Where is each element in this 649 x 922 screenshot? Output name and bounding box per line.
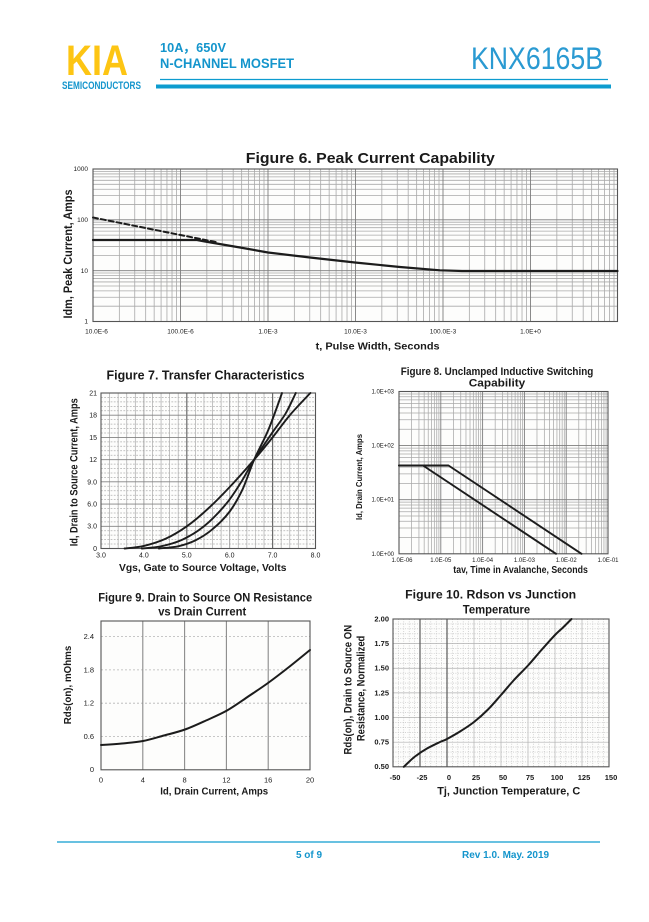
svg-text:0.50: 0.50 <box>374 762 389 771</box>
svg-text:100.0E-6: 100.0E-6 <box>167 329 194 336</box>
svg-text:1.0E-02: 1.0E-02 <box>556 558 578 564</box>
svg-text:100.0E-3: 100.0E-3 <box>430 329 457 336</box>
svg-text:2.4: 2.4 <box>84 632 94 641</box>
svg-text:1.0E-03: 1.0E-03 <box>514 558 536 564</box>
svg-text:1.0E+01: 1.0E+01 <box>371 498 394 504</box>
svg-text:3.0: 3.0 <box>87 524 97 531</box>
svg-text:Figure 9. Drain to Source ON R: Figure 9. Drain to Source ON Resistance <box>98 593 312 605</box>
svg-text:KNX6165B: KNX6165B <box>471 40 603 76</box>
svg-text:8.0: 8.0 <box>311 553 321 560</box>
svg-text:10A，650V: 10A，650V <box>160 40 226 55</box>
svg-text:1.0E-06: 1.0E-06 <box>391 558 413 564</box>
svg-text:50: 50 <box>499 773 507 782</box>
svg-text:0: 0 <box>99 776 103 785</box>
svg-text:Id, Drain to Source Current, A: Id, Drain to Source Current, Amps <box>69 398 81 546</box>
svg-text:1000: 1000 <box>74 166 89 173</box>
svg-text:10.0E-6: 10.0E-6 <box>85 329 108 336</box>
svg-text:vs Drain Current: vs Drain Current <box>158 607 246 619</box>
svg-text:3.0: 3.0 <box>96 553 106 560</box>
svg-text:7.0: 7.0 <box>268 553 278 560</box>
svg-text:Vgs, Gate to Source Voltage, V: Vgs, Gate to Source Voltage, Volts <box>119 562 287 574</box>
svg-text:75: 75 <box>526 773 534 782</box>
svg-text:21: 21 <box>89 390 97 397</box>
svg-text:Temperature: Temperature <box>463 603 531 617</box>
svg-text:10: 10 <box>81 268 89 275</box>
svg-text:tav, Time in Avalanche, Second: tav, Time in Avalanche, Seconds <box>453 565 588 576</box>
svg-text:Rds(on), Drain to Source ON: Rds(on), Drain to Source ON <box>342 625 354 755</box>
svg-text:10.0E-3: 10.0E-3 <box>344 329 367 336</box>
svg-text:150: 150 <box>605 773 618 782</box>
svg-text:6.0: 6.0 <box>87 502 97 509</box>
svg-text:Id, Drain Current, Amps: Id, Drain Current, Amps <box>160 786 268 798</box>
svg-text:1.2: 1.2 <box>84 699 94 708</box>
svg-text:1.0E+02: 1.0E+02 <box>371 444 394 450</box>
svg-text:0: 0 <box>90 765 94 774</box>
svg-text:4.0: 4.0 <box>139 553 149 560</box>
svg-text:5.0: 5.0 <box>182 553 192 560</box>
svg-text:Figure 8. Unclamped Inductive: Figure 8. Unclamped Inductive Switching <box>401 366 594 378</box>
svg-text:4: 4 <box>141 776 145 785</box>
svg-text:100: 100 <box>77 217 88 224</box>
svg-text:Tj, Junction Temperature, C: Tj, Junction Temperature, C <box>437 786 580 798</box>
svg-text:Idm, Peak Current, Amps: Idm, Peak Current, Amps <box>63 190 75 319</box>
svg-text:Rev 1.0. May. 2019: Rev 1.0. May. 2019 <box>462 850 550 861</box>
svg-text:N-CHANNEL MOSFET: N-CHANNEL MOSFET <box>160 56 295 71</box>
svg-text:8: 8 <box>183 776 187 785</box>
svg-text:100: 100 <box>551 773 564 782</box>
svg-text:2.00: 2.00 <box>374 614 389 623</box>
svg-text:1.0E+00: 1.0E+00 <box>371 552 394 558</box>
svg-text:1.75: 1.75 <box>374 639 389 648</box>
svg-text:1.0E-01: 1.0E-01 <box>597 558 619 564</box>
svg-text:1.00: 1.00 <box>374 713 389 722</box>
svg-text:16: 16 <box>264 776 272 785</box>
svg-text:18: 18 <box>89 413 97 420</box>
svg-text:125: 125 <box>578 773 591 782</box>
svg-text:1.8: 1.8 <box>84 665 94 674</box>
svg-text:15: 15 <box>89 435 97 442</box>
svg-text:Resistance, Normalized: Resistance, Normalized <box>355 636 367 741</box>
svg-text:-50: -50 <box>390 773 401 782</box>
svg-text:Figure 10. Rdson vs Junction: Figure 10. Rdson vs Junction <box>405 588 576 602</box>
svg-text:0.75: 0.75 <box>374 738 389 747</box>
svg-text:-25: -25 <box>417 773 428 782</box>
svg-text:12: 12 <box>89 457 97 464</box>
svg-text:6.0: 6.0 <box>225 553 235 560</box>
svg-text:0: 0 <box>447 773 451 782</box>
svg-text:0: 0 <box>93 546 97 553</box>
svg-text:5 of 9: 5 of 9 <box>296 850 323 861</box>
svg-text:1: 1 <box>84 319 88 326</box>
svg-text:1.0E+0: 1.0E+0 <box>520 329 541 336</box>
svg-text:0.6: 0.6 <box>84 732 94 741</box>
svg-text:Figure 7. Transfer Characteris: Figure 7. Transfer Characteristics <box>107 369 305 383</box>
svg-text:1.0E-05: 1.0E-05 <box>430 558 452 564</box>
svg-text:20: 20 <box>306 776 314 785</box>
svg-text:1.25: 1.25 <box>374 688 389 697</box>
svg-text:Rds(on), mOhms: Rds(on), mOhms <box>63 645 74 724</box>
svg-text:KIA: KIA <box>66 37 128 85</box>
svg-text:9.0: 9.0 <box>87 479 97 486</box>
svg-text:Id, Drain Current, Amps: Id, Drain Current, Amps <box>355 433 364 520</box>
svg-text:1.50: 1.50 <box>374 664 389 673</box>
svg-text:Figure 6. Peak Current Capabil: Figure 6. Peak Current Capability <box>246 150 496 167</box>
svg-text:1.0E-3: 1.0E-3 <box>258 329 278 336</box>
svg-text:1.0E+03: 1.0E+03 <box>371 390 394 396</box>
svg-text:1.0E-04: 1.0E-04 <box>472 558 494 564</box>
svg-text:12: 12 <box>222 776 230 785</box>
svg-text:25: 25 <box>472 773 480 782</box>
svg-text:SEMICONDUCTORS: SEMICONDUCTORS <box>62 80 141 92</box>
svg-text:Capability: Capability <box>469 378 526 390</box>
svg-text:t, Pulse Width, Seconds: t, Pulse Width, Seconds <box>316 341 440 353</box>
